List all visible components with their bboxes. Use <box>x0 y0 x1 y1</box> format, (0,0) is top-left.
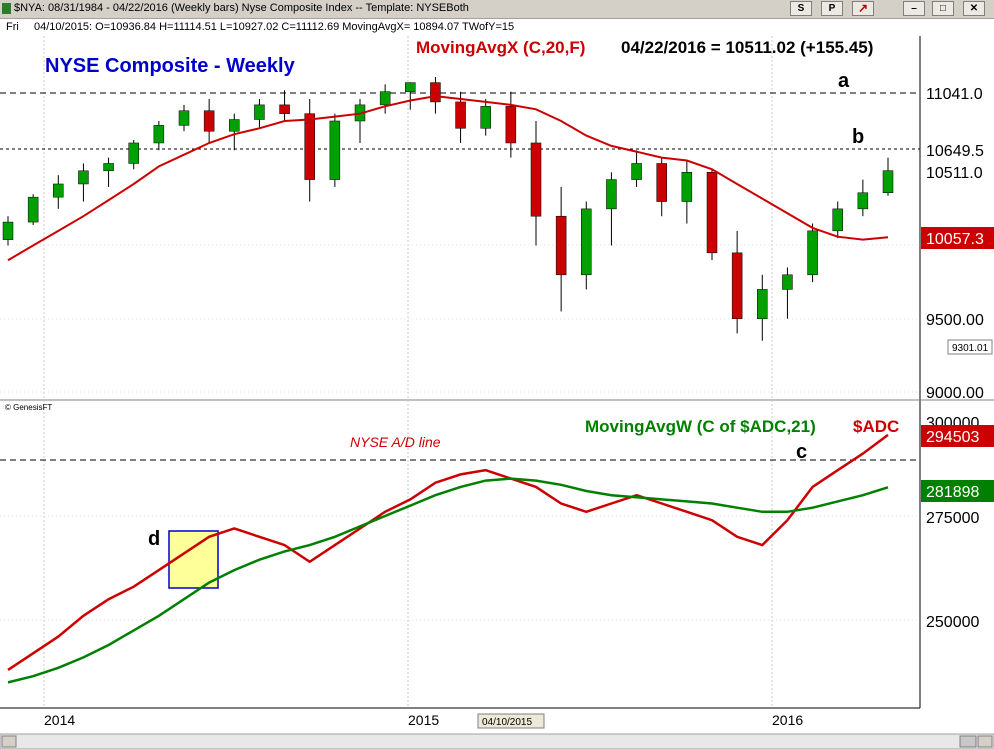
adc-series-label: $ADC <box>853 417 899 436</box>
maximize-icon[interactable]: □ <box>932 1 954 16</box>
candle-body <box>430 82 441 103</box>
adc-line <box>7 433 889 671</box>
watermark: © GenesisFT <box>5 403 52 412</box>
x-label-2014: 2014 <box>44 712 75 728</box>
candle-body <box>807 230 818 276</box>
candle-body <box>103 163 114 172</box>
price-ma-line <box>7 95 889 262</box>
ad-tag-adc: 294503 <box>926 429 979 446</box>
candle-body <box>832 208 843 232</box>
candle-body <box>27 196 39 223</box>
y-tick-9000: 9000.00 <box>926 385 984 402</box>
cursor-date: 04/10/2015 <box>482 717 532 728</box>
price-tag-last: 10511.0 <box>926 165 983 182</box>
candle-body <box>631 163 642 180</box>
price-ma-label: MovingAvgX (C,20,F) <box>416 38 585 57</box>
candle-body <box>153 125 165 144</box>
ad-tag-ma-bg <box>921 480 994 502</box>
candle-body <box>706 172 718 254</box>
candle-body <box>681 172 693 202</box>
y-tick-10649: 10649.5 <box>926 143 984 160</box>
price-tag-ma-bg <box>921 227 994 249</box>
plot-frame <box>0 36 920 708</box>
y-tick-9500: 9500.00 <box>926 312 984 329</box>
x-label-2016: 2016 <box>772 712 803 728</box>
price-tag-ma: 10057.3 <box>926 231 984 248</box>
ad-panel-title: NYSE A/D line <box>350 434 441 450</box>
candle-body <box>480 106 491 129</box>
marker-d-label: d <box>148 528 160 550</box>
candle-body <box>229 119 240 132</box>
candle-body <box>857 192 869 210</box>
candle-body <box>379 91 391 106</box>
candle-body <box>53 183 64 198</box>
info-day: Fri <box>6 21 19 33</box>
price-tag-small: 9301.01 <box>952 343 989 354</box>
scroll-left-icon[interactable] <box>1 735 17 748</box>
info-text: 04/10/2015: O=10936.84 H=11114.51 L=1092… <box>34 21 515 33</box>
ad-tag-adc-bg <box>921 425 994 447</box>
app-icon <box>2 3 11 14</box>
candle-body <box>606 179 617 210</box>
candle-body <box>329 120 341 180</box>
y-tick-275000: 275000 <box>926 510 979 527</box>
title-bar: $NYA: 08/31/1984 - 04/22/2016 (Weekly ba… <box>0 0 994 19</box>
scroll-thumb[interactable] <box>959 735 977 748</box>
candle-body <box>882 170 894 194</box>
close-icon[interactable]: ✕ <box>963 1 985 16</box>
candle-body <box>731 252 743 320</box>
info-bar: Fri 04/10/2015: O=10936.84 H=11114.51 L=… <box>0 19 994 35</box>
candle-body <box>455 101 466 129</box>
price-panel-title: NYSE Composite - Weekly <box>45 55 296 77</box>
candle-body <box>128 142 139 164</box>
adc-ma-line <box>7 477 889 684</box>
box-d <box>168 530 219 589</box>
ad-tag-ma: 281898 <box>926 484 979 501</box>
pin-icon[interactable]: ↗ <box>852 1 874 16</box>
level-a-label: a <box>838 70 850 92</box>
minimize-icon[interactable]: – <box>903 1 925 16</box>
x-label-2015: 2015 <box>408 712 439 728</box>
window-title: $NYA: 08/31/1984 - 04/22/2016 (Weekly ba… <box>14 2 469 14</box>
candle-body <box>279 104 290 114</box>
candle-body <box>555 215 567 276</box>
candle-body <box>304 113 315 180</box>
candle-body <box>405 82 416 92</box>
candle-body <box>203 110 215 132</box>
candle-body <box>2 221 14 240</box>
y-tick-250000: 250000 <box>926 614 979 631</box>
level-b-label: b <box>852 126 864 148</box>
y-tick-11041: 11041.0 <box>926 86 983 103</box>
tag-bg <box>921 82 994 104</box>
marker-c-label: c <box>796 441 807 463</box>
candle-body <box>254 104 265 120</box>
s-button[interactable]: S <box>790 1 812 16</box>
candle-body <box>530 142 542 217</box>
candle-body <box>78 170 89 185</box>
scroll-right-icon[interactable] <box>977 735 993 748</box>
small-tag-bg <box>947 339 993 355</box>
candle-body <box>581 208 592 276</box>
horizontal-scrollbar[interactable] <box>0 733 994 749</box>
p-button[interactable]: P <box>821 1 843 16</box>
cursor-date-box <box>477 713 545 729</box>
candle-body <box>505 106 517 144</box>
candle-body <box>656 163 667 202</box>
candle-body <box>757 289 768 320</box>
candle-body <box>178 110 190 126</box>
price-ma-value: 04/22/2016 = 10511.02 (+155.45) <box>621 38 873 57</box>
candle-body <box>782 274 793 290</box>
ad-ma-label: MovingAvgW (C of $ADC,21) <box>585 417 816 436</box>
candles-group <box>2 77 894 341</box>
